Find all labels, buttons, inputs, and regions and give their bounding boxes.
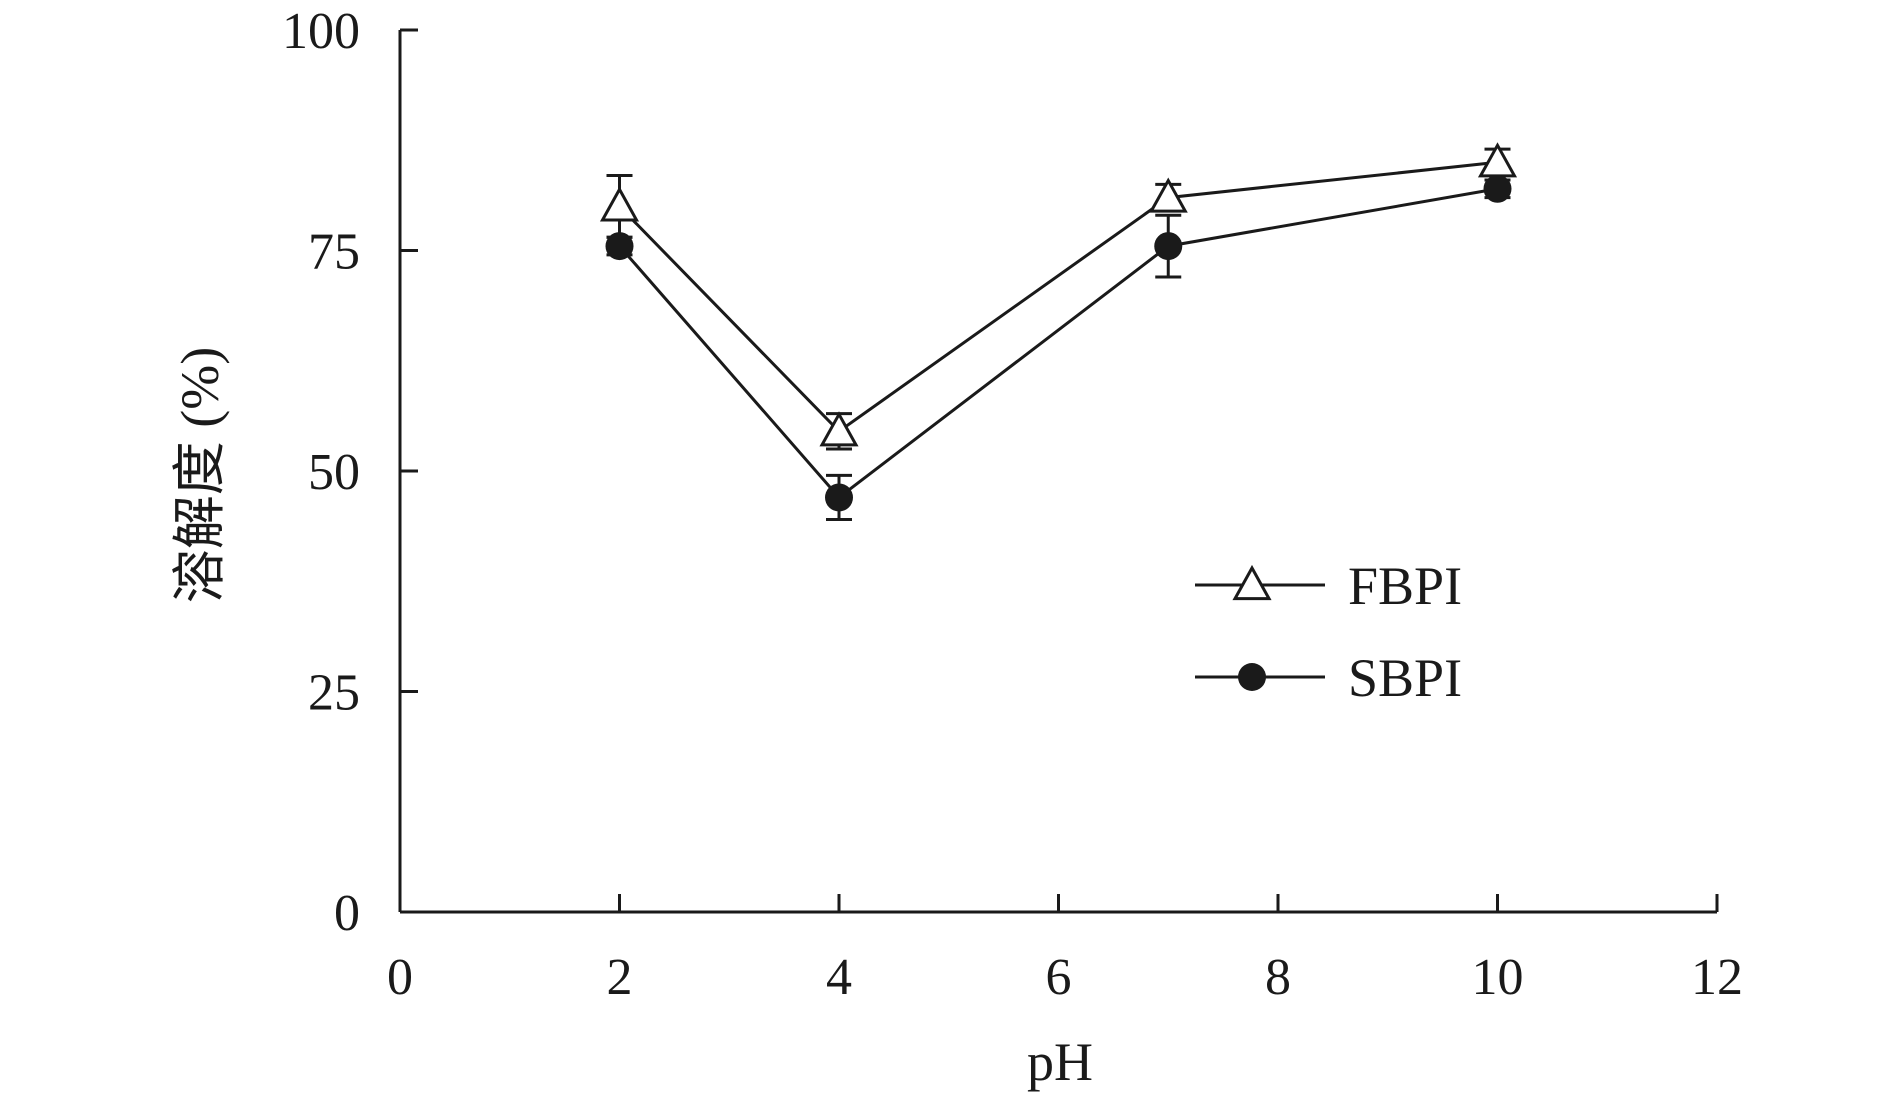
y-axis-title: 溶解度 (%) xyxy=(170,347,230,603)
x-tick-label: 4 xyxy=(826,949,852,1006)
data-point xyxy=(1483,174,1512,203)
x-tick-label: 2 xyxy=(607,949,633,1006)
axes: 0 25 50 75 100 0 2 4 6 8 10 12 xyxy=(282,3,1743,1006)
data-point xyxy=(605,232,634,261)
legend-item-fbpi: FBPI xyxy=(1195,556,1462,616)
legend-label: SBPI xyxy=(1348,648,1462,708)
y-tick-label: 50 xyxy=(308,444,360,501)
x-tick-label: 8 xyxy=(1265,949,1291,1006)
series-layer xyxy=(599,142,1518,522)
y-tick-label: 100 xyxy=(282,3,360,60)
y-tick-label: 25 xyxy=(308,665,360,722)
data-point xyxy=(599,186,640,222)
y-tick-label: 0 xyxy=(334,885,360,942)
y-tick-label: 75 xyxy=(308,224,360,281)
data-point xyxy=(1154,232,1183,261)
legend-label: FBPI xyxy=(1348,556,1462,616)
legend-item-sbpi: SBPI xyxy=(1195,648,1462,708)
legend-marker xyxy=(1232,564,1272,601)
data-point xyxy=(819,411,859,447)
x-tick-label: 0 xyxy=(387,949,413,1006)
legend: FBPI SBPI xyxy=(1195,556,1462,708)
legend-marker xyxy=(1238,663,1266,691)
series-line xyxy=(618,187,1498,500)
x-tick-label: 10 xyxy=(1472,949,1524,1006)
data-point xyxy=(825,483,853,512)
series-sbpi xyxy=(605,174,1512,522)
x-axis-title: pH xyxy=(1027,1032,1093,1092)
series-line xyxy=(618,160,1498,434)
x-tick-label: 6 xyxy=(1046,949,1072,1006)
series-fbpi xyxy=(599,142,1518,451)
x-tick-label: 12 xyxy=(1691,949,1743,1006)
data-point xyxy=(1148,177,1188,213)
